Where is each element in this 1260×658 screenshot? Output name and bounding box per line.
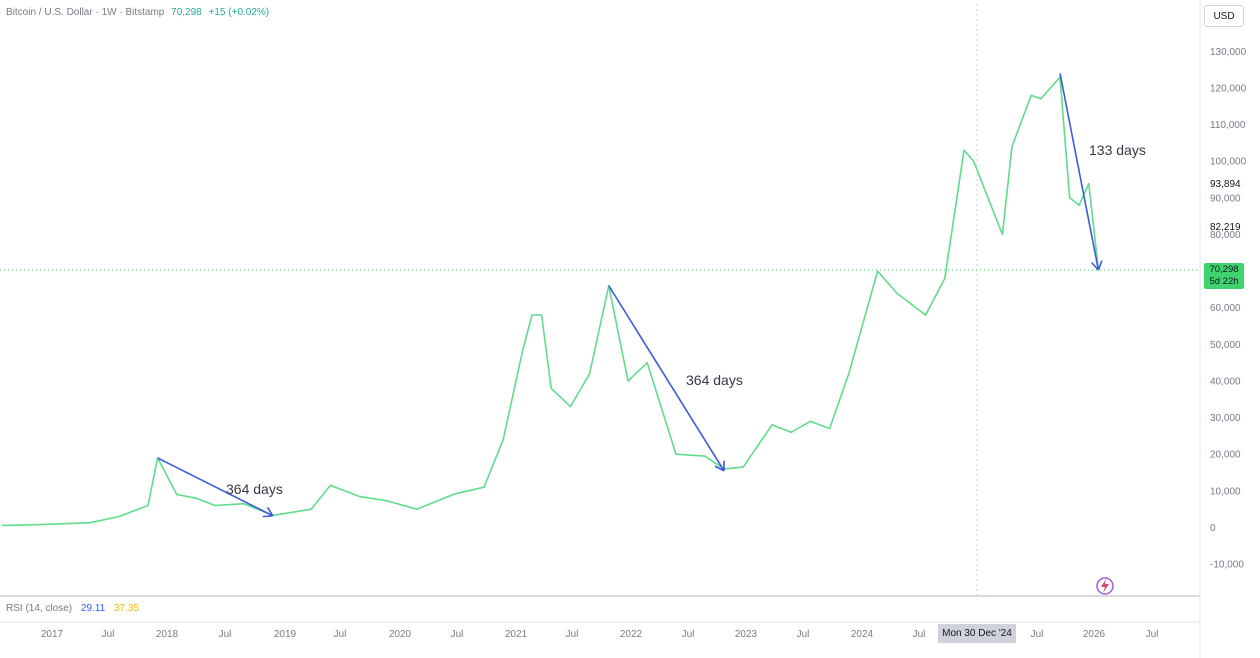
trend-arrow[interactable]: [608, 285, 725, 472]
crosshair-date-label: Mon 30 Dec '24: [938, 624, 1016, 643]
arrow-head: [1091, 262, 1099, 271]
price-marker-high: 93,894: [1210, 179, 1241, 190]
annotation-label[interactable]: 364 days: [686, 372, 743, 388]
annotation-label[interactable]: 133 days: [1089, 142, 1146, 158]
price-axis-label: 40,000: [1210, 376, 1241, 387]
time-axis-label: Jul: [219, 629, 232, 640]
price-axis-label: 60,000: [1210, 303, 1241, 314]
arrow-head: [266, 506, 274, 517]
time-axis-label: 2021: [505, 629, 528, 640]
lightning-icon[interactable]: [1095, 576, 1115, 596]
rsi-ma-value: 37.35: [114, 603, 140, 614]
time-axis-label: 2024: [851, 629, 874, 640]
price-axis-label: -10,000: [1210, 560, 1244, 571]
rsi-legend[interactable]: RSI (14, close) 29.11 37.35: [6, 603, 139, 614]
price-marker-low: 82,219: [1210, 222, 1241, 233]
time-axis-label: Jul: [1031, 629, 1044, 640]
price-axis-label: 30,000: [1210, 413, 1241, 424]
time-axis-label: Jul: [451, 629, 464, 640]
price-axis-label: 80,000: [1210, 230, 1241, 241]
trend-arrow[interactable]: [1059, 73, 1100, 271]
symbol-legend[interactable]: Bitcoin / U.S. Dollar · 1W · Bitstamp 70…: [6, 7, 269, 18]
last-value: 70,298: [171, 7, 202, 18]
price-series-line: [2, 76, 1100, 527]
arrow-head: [714, 465, 725, 472]
price-axis-label: 20,000: [1210, 450, 1241, 461]
price-axis-label: 10,000: [1210, 486, 1241, 497]
arrow-head: [1097, 260, 1103, 271]
price-change: +15 (+0.02%): [208, 7, 270, 18]
time-axis-label: 2020: [389, 629, 412, 640]
time-axis-label: Jul: [797, 629, 810, 640]
price-axis-label: 0: [1210, 523, 1216, 534]
time-axis-label: 2019: [274, 629, 297, 640]
time-axis-label: 2026: [1083, 629, 1106, 640]
time-axis-label: Jul: [334, 629, 347, 640]
symbol-title: Bitcoin / U.S. Dollar · 1W · Bitstamp: [6, 7, 165, 18]
time-axis-label: 2017: [41, 629, 64, 640]
currency-button[interactable]: USD: [1204, 5, 1244, 27]
price-axis-label: 90,000: [1210, 193, 1241, 204]
arrow-head: [262, 514, 273, 518]
trend-arrow[interactable]: [157, 457, 274, 517]
time-axis-label: Jul: [102, 629, 115, 640]
time-axis-label: Jul: [566, 629, 579, 640]
last-price-label: 70,298 5d 22h: [1204, 263, 1244, 289]
time-axis-label: 2018: [156, 629, 179, 640]
time-axis-label: Jul: [682, 629, 695, 640]
price-axis-label: 100,000: [1210, 157, 1247, 168]
bar-countdown: 5d 22h: [1209, 276, 1239, 287]
last-price-value: 70,298: [1209, 264, 1239, 275]
rsi-label: RSI (14, close): [6, 603, 73, 614]
price-axis-label: 50,000: [1210, 340, 1241, 351]
rsi-value: 29.11: [80, 603, 106, 614]
time-axis-label: Jul: [913, 629, 926, 640]
price-axis-label: 120,000: [1210, 83, 1247, 94]
time-axis-label: 2023: [735, 629, 758, 640]
price-axis-label: 110,000: [1210, 120, 1246, 131]
time-axis-label: Jul: [1146, 629, 1159, 640]
time-axis-label: 2022: [620, 629, 643, 640]
annotation-label[interactable]: 364 days: [226, 481, 283, 497]
price-axis-label: 130,000: [1210, 47, 1247, 58]
